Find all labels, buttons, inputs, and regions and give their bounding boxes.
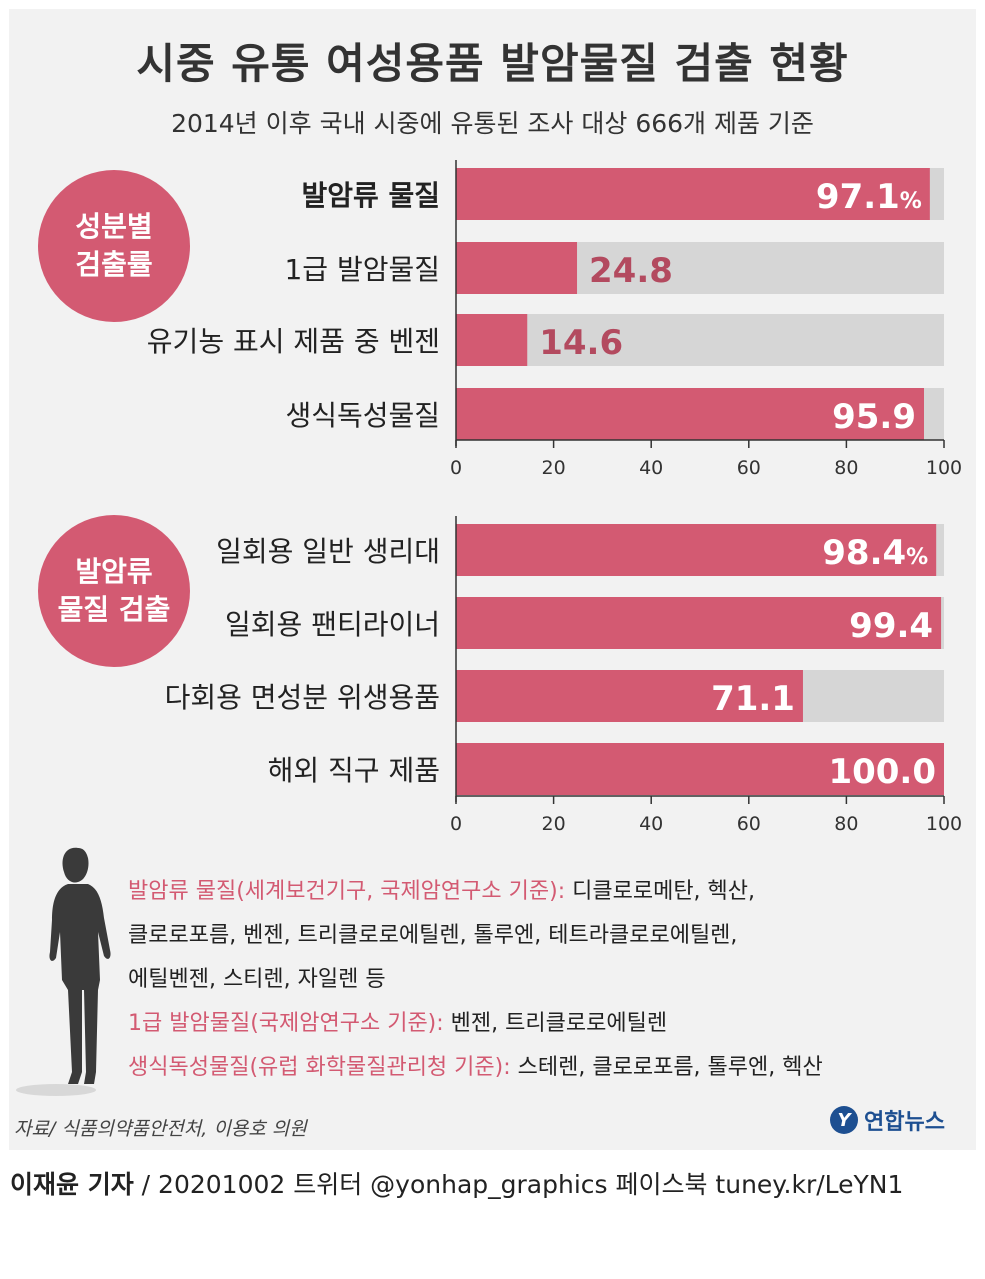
- category-label: 해외 직구 제품: [268, 754, 440, 787]
- yonhap-logo-icon: Y: [830, 1106, 858, 1134]
- note-line: 발암류 물질(세계보건기구, 국제암연구소 기준): 디클로로메탄, 헥산,: [128, 870, 823, 914]
- source-credit: 자료/ 식품의약품안전처, 이용호 의원: [14, 1118, 307, 1140]
- note-key: 1급 발암물질(국제암연구소 기준):: [128, 1011, 444, 1036]
- category-label: 유기농 표시 제품 중 벤젠: [147, 325, 440, 358]
- bar: [456, 524, 937, 576]
- value-label: 97.1%: [816, 177, 922, 217]
- badge-line: 검출률: [75, 248, 153, 281]
- note-line: 에틸벤젠, 스티렌, 자일렌 등: [128, 958, 823, 1002]
- value-label: 95.9: [832, 397, 916, 437]
- badge-line: 성분별: [75, 210, 153, 244]
- tick-label: 80: [834, 813, 858, 835]
- tick-label: 40: [639, 457, 663, 479]
- tick-label: 100: [926, 813, 962, 835]
- tick-label: 60: [737, 813, 761, 835]
- badge-line: 발암류: [75, 555, 153, 589]
- tick-label: 100: [926, 457, 962, 479]
- page-subtitle: 2014년 이후 국내 시중에 유통된 조사 대상 666개 제품 기준: [171, 109, 814, 138]
- reporter-name: 이재윤 기자: [10, 1170, 134, 1199]
- note-key: 생식독성물질(유럽 화학물질관리청 기준):: [128, 1055, 511, 1080]
- footer-credit: 이재윤 기자 / 20201002 트위터 @yonhap_graphics 페…: [10, 1165, 903, 1201]
- tick-label: 60: [737, 457, 761, 479]
- bar: [456, 670, 803, 722]
- note-line: 생식독성물질(유럽 화학물질관리청 기준): 스테렌, 클로로포름, 톨루엔, …: [128, 1046, 823, 1090]
- category-label: 일회용 팬티라이너: [225, 608, 440, 641]
- note-text: 스테렌, 클로로포름, 톨루엔, 헥산: [510, 1055, 823, 1080]
- value-label: 71.1: [711, 679, 795, 719]
- category-label: 생식독성물질: [285, 399, 440, 432]
- bar: [456, 242, 578, 294]
- bar: [456, 314, 528, 366]
- bar-charts: 발암류 물질 97.1% 1급 발암물질 24.8 유기농 표시 제품 중 벤젠 14.6…: [147, 160, 962, 835]
- page-title: 시중 유통 여성용품 발암물질 검출 현황: [136, 39, 849, 88]
- tick-label: 0: [450, 813, 462, 835]
- value-label: 24.8: [589, 251, 673, 291]
- tick-label: 80: [834, 457, 858, 479]
- note-text: 에틸벤젠, 스티렌, 자일렌 등: [128, 967, 386, 992]
- bar-track: [456, 314, 944, 366]
- note-text: 클로로포름, 벤젠, 트리클로로에틸렌, 톨루엔, 테트라클로로에틸렌,: [128, 923, 738, 948]
- value-label: 100.0: [828, 752, 936, 792]
- value-label: 99.4: [849, 606, 933, 646]
- tick-label: 40: [639, 813, 663, 835]
- unit-label: %: [906, 545, 928, 570]
- note-line: 1급 발암물질(국제암연구소 기준): 벤젠, 트리클로로에틸렌: [128, 1002, 823, 1046]
- unit-label: %: [900, 189, 922, 214]
- note-key: 발암류 물질(세계보건기구, 국제암연구소 기준):: [128, 879, 566, 904]
- badge-carcinogen-detection: 발암류 물질 검출: [38, 515, 190, 667]
- category-label: 발암류 물질: [301, 179, 440, 212]
- note-text: 벤젠, 트리클로로에틸렌: [443, 1011, 668, 1036]
- yonhap-logo: Y 연합뉴스: [830, 1104, 945, 1136]
- note-line: 클로로포름, 벤젠, 트리클로로에틸렌, 톨루엔, 테트라클로로에틸렌,: [128, 914, 823, 958]
- bar: [456, 388, 924, 440]
- woman-silhouette-icon: [16, 847, 111, 1096]
- tick-label: 20: [542, 457, 566, 479]
- notes-block: 발암류 물질(세계보건기구, 국제암연구소 기준): 디클로로메탄, 헥산, 클…: [128, 870, 823, 1090]
- note-text: 디클로로메탄, 헥산,: [565, 879, 756, 904]
- badge-line: 물질 검출: [57, 593, 171, 626]
- value-label: 14.6: [539, 323, 623, 363]
- category-label: 일회용 일반 생리대: [216, 535, 440, 568]
- tick-label: 20: [542, 813, 566, 835]
- category-label: 1급 발암물질: [284, 253, 440, 286]
- category-label: 다회용 면성분 위생용품: [165, 681, 440, 714]
- bar: [456, 743, 944, 795]
- badge-component-rate: 성분별 검출률: [38, 170, 190, 322]
- logo-text: 연합뉴스: [864, 1110, 945, 1135]
- footer-info: / 20201002 트위터 @yonhap_graphics 페이스북 tun…: [133, 1170, 904, 1199]
- tick-label: 0: [450, 457, 462, 479]
- bar: [456, 168, 930, 220]
- bar: [456, 597, 942, 649]
